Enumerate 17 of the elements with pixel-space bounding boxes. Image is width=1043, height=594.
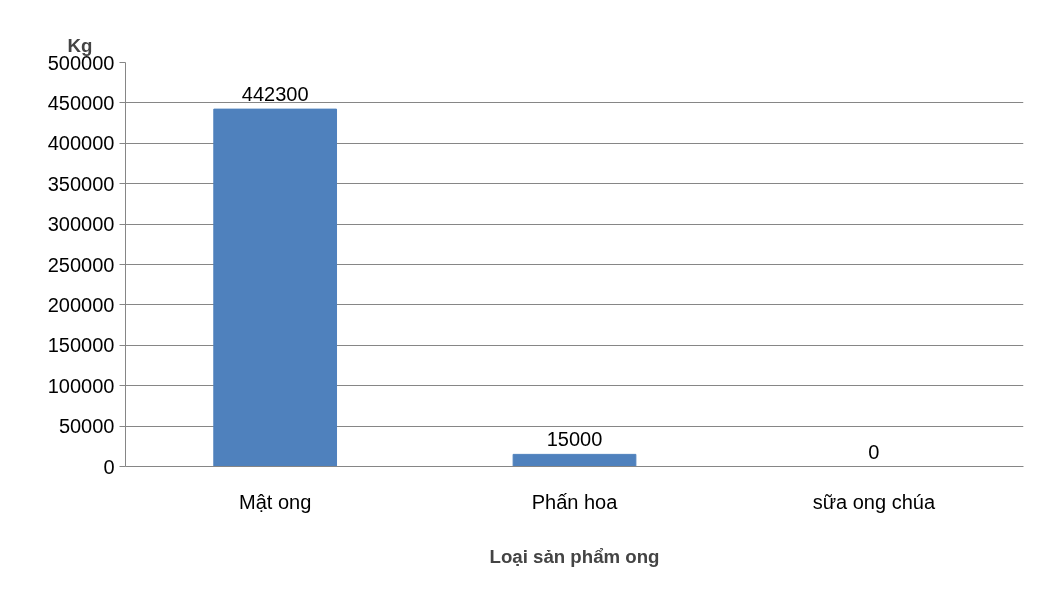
x-tick-label: sữa ong chúa xyxy=(812,490,936,513)
y-tick-label: 50000 xyxy=(58,415,115,438)
data-label: 0 xyxy=(868,440,880,463)
x-tick-label: Mật ong xyxy=(239,490,312,513)
x-axis-title: Loại sản phẩm ong xyxy=(489,545,660,567)
x-tick-label: Phấn hoa xyxy=(531,490,619,513)
y-tick-label: 300000 xyxy=(47,213,115,236)
y-tick-label: 350000 xyxy=(47,172,115,195)
y-tick-label: 400000 xyxy=(47,132,115,155)
data-label: 15000 xyxy=(546,428,603,451)
y-tick-label: 250000 xyxy=(47,253,115,276)
y-tick-label: 100000 xyxy=(47,374,115,397)
y-tick-label: 200000 xyxy=(47,293,115,316)
y-tick-label: 0 xyxy=(103,455,115,478)
data-label: 442300 xyxy=(241,83,309,106)
y-tick-label: 150000 xyxy=(47,334,115,357)
y-tick-label: 450000 xyxy=(47,91,115,114)
